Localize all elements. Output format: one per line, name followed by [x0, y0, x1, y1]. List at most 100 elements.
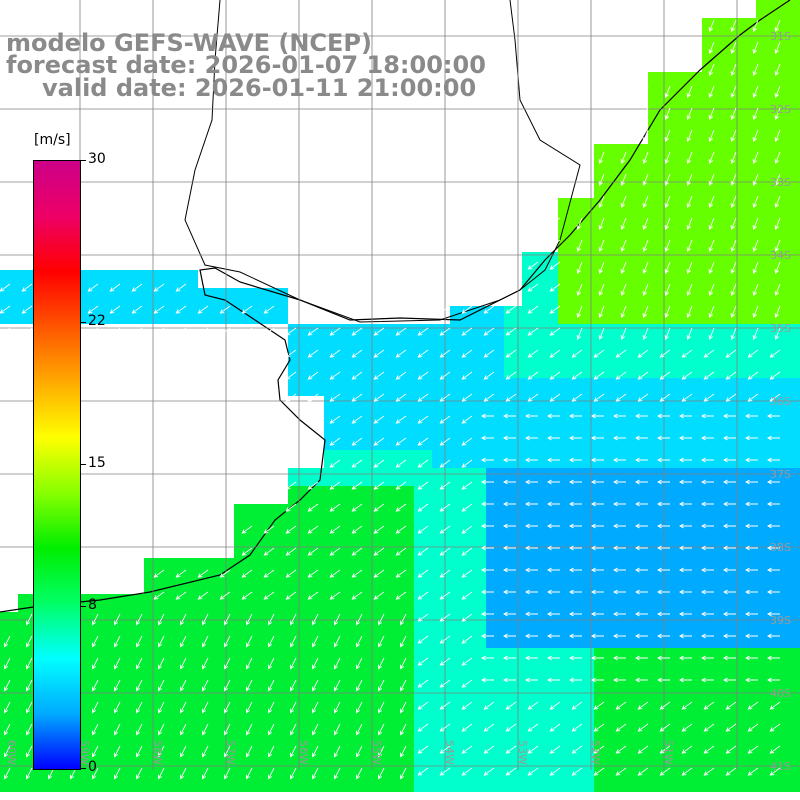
wind-arrow [659, 745, 671, 754]
wind-arrow [417, 459, 429, 468]
wind-speed-cell [288, 576, 306, 594]
wind-speed-cell [396, 432, 414, 450]
wind-arrow [571, 701, 583, 710]
wind-arrow [351, 349, 363, 358]
wind-speed-cell [792, 144, 800, 162]
wind-arrow [635, 457, 648, 463]
wind-arrow [774, 19, 781, 33]
wind-speed-cell [702, 594, 720, 612]
wind-arrow [307, 503, 319, 512]
wind-speed-cell [324, 342, 342, 360]
wind-speed-cell [414, 648, 432, 666]
wind-speed-cell [504, 486, 522, 504]
wind-arrow [329, 349, 341, 358]
wind-arrow [527, 723, 539, 732]
wind-speed-cell [702, 558, 720, 576]
wind-arrow [752, 195, 759, 209]
wind-speed-cell [558, 648, 576, 666]
wind-speed-cell [756, 288, 774, 306]
wind-arrow [503, 655, 516, 661]
wind-speed-cell [396, 648, 414, 666]
wind-speed-cell [720, 108, 738, 126]
wind-arrow [395, 525, 407, 534]
wind-arrow [769, 371, 781, 380]
wind-arrow [373, 393, 385, 402]
wind-arrow [395, 349, 407, 358]
wind-arrow [377, 679, 385, 692]
wind-arrow [373, 459, 385, 468]
wind-arrow [569, 501, 582, 507]
wind-arrow [527, 745, 539, 754]
wind-speed-cell [252, 558, 270, 576]
wind-speed-cell [468, 360, 486, 378]
wind-speed-cell [666, 540, 684, 558]
wind-speed-cell [162, 612, 180, 630]
wind-speed-cell [0, 612, 18, 630]
wind-arrow [527, 261, 539, 270]
wind-speed-cell [468, 378, 486, 396]
wind-arrow [708, 151, 715, 165]
wind-arrow [730, 173, 737, 187]
wind-speed-cell [396, 414, 414, 432]
wind-speed-cell [432, 540, 450, 558]
wind-speed-cell [612, 432, 630, 450]
wind-speed-cell [522, 486, 540, 504]
wind-speed-cell [486, 324, 504, 342]
wind-speed-cell [774, 738, 792, 756]
wind-speed-cell [468, 486, 486, 504]
wind-speed-cell [324, 774, 342, 792]
wind-arrow [679, 677, 692, 683]
wind-arrow [483, 767, 495, 776]
wind-arrow [395, 437, 407, 446]
wind-speed-cell [522, 288, 540, 306]
wind-arrow [752, 173, 759, 187]
wind-arrow [351, 547, 363, 556]
wind-arrow [774, 41, 781, 55]
wind-speed-cell [216, 594, 234, 612]
wind-speed-cell [612, 594, 630, 612]
wind-arrow [373, 371, 385, 380]
wind-speed-cell [612, 288, 630, 306]
wind-arrow [747, 723, 759, 732]
wind-speed-cell [180, 756, 198, 774]
wind-arrow [179, 745, 187, 758]
wind-speed-cell [252, 612, 270, 630]
wind-arrow [635, 567, 648, 573]
wind-arrow [135, 679, 143, 692]
wind-arrow [549, 701, 561, 710]
wind-speed-cell [684, 774, 702, 792]
wind-speed-cell [756, 756, 774, 774]
wind-speed-cell [432, 702, 450, 720]
wind-arrow [615, 723, 627, 732]
wind-speed-cell [486, 720, 504, 738]
wind-speed-cell [180, 738, 198, 756]
wind-arrow [201, 767, 209, 780]
wind-speed-cell [522, 414, 540, 432]
wind-arrow [219, 569, 231, 578]
wind-speed-cell [378, 360, 396, 378]
wind-speed-cell [180, 594, 198, 612]
wind-speed-cell [288, 378, 306, 396]
wind-speed-cell [18, 630, 36, 648]
wind-arrow [285, 371, 297, 380]
wind-arrow [613, 611, 626, 617]
wind-speed-cell [756, 144, 774, 162]
wind-arrow [620, 151, 627, 165]
wind-speed-cell [342, 324, 360, 342]
wind-speed-cell [774, 522, 792, 540]
latitude-label: 35S [770, 322, 791, 335]
wind-speed-cell [558, 378, 576, 396]
wind-speed-cell [342, 522, 360, 540]
wind-arrow [461, 371, 473, 380]
wind-speed-cell [558, 558, 576, 576]
wind-arrow [417, 393, 429, 402]
wind-speed-cell [90, 720, 108, 738]
wind-arrow [267, 657, 275, 670]
wind-speed-cell [234, 288, 252, 306]
wind-arrow [395, 591, 407, 600]
colorbar-tick-mark [80, 605, 86, 607]
wind-arrow [355, 613, 363, 626]
wind-speed-cell [342, 576, 360, 594]
wind-speed-cell [558, 198, 576, 216]
wind-speed-cell [630, 378, 648, 396]
